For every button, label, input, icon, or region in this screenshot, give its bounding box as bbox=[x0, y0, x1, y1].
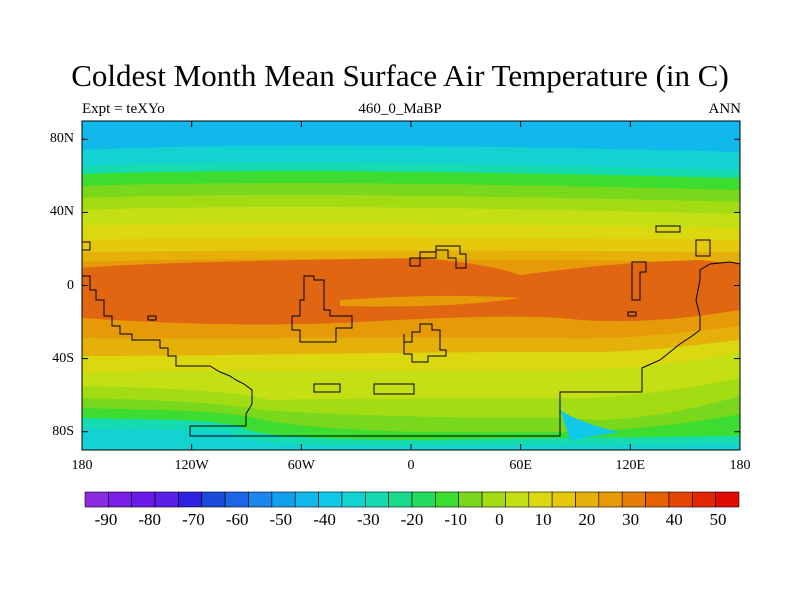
lat-tick-label: 80S bbox=[52, 423, 74, 439]
colorbar-swatch bbox=[551, 491, 576, 508]
lat-tick-label: 0 bbox=[67, 277, 74, 293]
polar-cold-patch bbox=[560, 410, 620, 440]
season-label: ANN bbox=[708, 101, 742, 117]
colorbar-swatch bbox=[178, 491, 203, 508]
colorbar-label: 40 bbox=[665, 510, 683, 529]
lon-tick-label: 120E bbox=[615, 458, 646, 473]
colorbar-label: -30 bbox=[356, 510, 380, 529]
coastlines bbox=[82, 225, 741, 437]
lon-tick-label: 180 bbox=[729, 458, 751, 473]
colorbar-swatch bbox=[575, 491, 600, 508]
lon-tick-label: 120W bbox=[174, 458, 209, 473]
colorbar-label: -70 bbox=[182, 510, 205, 529]
island-east-b bbox=[627, 311, 637, 317]
colorbar-label: -50 bbox=[269, 510, 293, 529]
lat-tick-label: 40S bbox=[52, 350, 74, 366]
band-80S bbox=[82, 428, 740, 450]
southern-coastline bbox=[82, 261, 741, 437]
island-pacific bbox=[147, 315, 157, 321]
equatorial-gap bbox=[340, 295, 520, 307]
colorbar-label: -10 bbox=[444, 510, 468, 529]
colorbar-swatch bbox=[388, 491, 413, 508]
lon-tick-label: 60E bbox=[509, 458, 532, 473]
map-title: Coldest Month Mean Surface Air Temperatu… bbox=[71, 58, 729, 93]
island-sub-antarctic-a bbox=[313, 383, 341, 393]
colorbar-swatch bbox=[201, 491, 226, 508]
colorbar-swatch bbox=[364, 491, 389, 508]
colorbar-swatch bbox=[458, 491, 483, 508]
colorbar-swatch bbox=[84, 491, 109, 508]
island-south-atlantic bbox=[403, 323, 447, 363]
colorbar-swatch bbox=[411, 491, 436, 508]
colorbar-swatch bbox=[668, 491, 693, 508]
colorbar-swatch bbox=[341, 491, 366, 508]
colorbar-swatch bbox=[154, 491, 179, 508]
colorbar-label: 10 bbox=[534, 510, 552, 529]
colorbar-swatch bbox=[131, 491, 156, 508]
colorbar-swatch bbox=[248, 491, 273, 508]
colorbar-label: 0 bbox=[495, 510, 504, 529]
time-label: 460_0_MaBP bbox=[358, 101, 442, 117]
colorbar-label: 50 bbox=[709, 510, 727, 529]
colorbar-swatch bbox=[645, 491, 670, 508]
colorbar-swatch bbox=[481, 491, 506, 508]
lon-tick-label: 60W bbox=[287, 458, 315, 473]
lat-tick-label: 80N bbox=[49, 131, 74, 147]
colorbar-swatch bbox=[224, 491, 249, 508]
continent-africa-like bbox=[291, 275, 353, 343]
lat-tick-label: 40N bbox=[49, 204, 74, 220]
island-northeast-a bbox=[655, 225, 681, 233]
colorbar-swatch bbox=[715, 491, 740, 508]
colorbar-label: -60 bbox=[225, 510, 249, 529]
colorbar-swatch bbox=[108, 491, 133, 508]
lon-tick-label: 0 bbox=[407, 458, 415, 473]
island-northeast-b bbox=[695, 239, 711, 257]
colorbar-label: -80 bbox=[138, 510, 162, 529]
colorbar-swatch bbox=[294, 491, 319, 508]
colorbar bbox=[84, 491, 740, 508]
island-north-atlantic bbox=[409, 245, 467, 269]
experiment-label: Expt = teXYo bbox=[82, 101, 165, 117]
island-sub-antarctic-b bbox=[373, 383, 415, 395]
colorbar-label: -20 bbox=[400, 510, 424, 529]
colorbar-label: -40 bbox=[313, 510, 336, 529]
axis-ticks bbox=[81, 121, 741, 450]
colorbar-swatch bbox=[528, 491, 553, 508]
colorbar-label: -90 bbox=[94, 510, 118, 529]
colorbar-swatch bbox=[691, 491, 716, 508]
lon-tick-label: 180 bbox=[71, 458, 93, 473]
equatorial-hot-band bbox=[82, 258, 740, 325]
island-east-a bbox=[631, 261, 647, 301]
colorbar-swatch bbox=[621, 491, 646, 508]
temperature-field bbox=[82, 121, 740, 450]
colorbar-swatch bbox=[318, 491, 343, 508]
colorbar-swatch bbox=[505, 491, 530, 508]
colorbar-swatch bbox=[435, 491, 460, 508]
colorbar-swatch bbox=[598, 491, 623, 508]
colorbar-swatch bbox=[271, 491, 296, 508]
colorbar-label: 30 bbox=[622, 510, 640, 529]
island-west bbox=[82, 241, 91, 251]
colorbar-label: 20 bbox=[578, 510, 596, 529]
